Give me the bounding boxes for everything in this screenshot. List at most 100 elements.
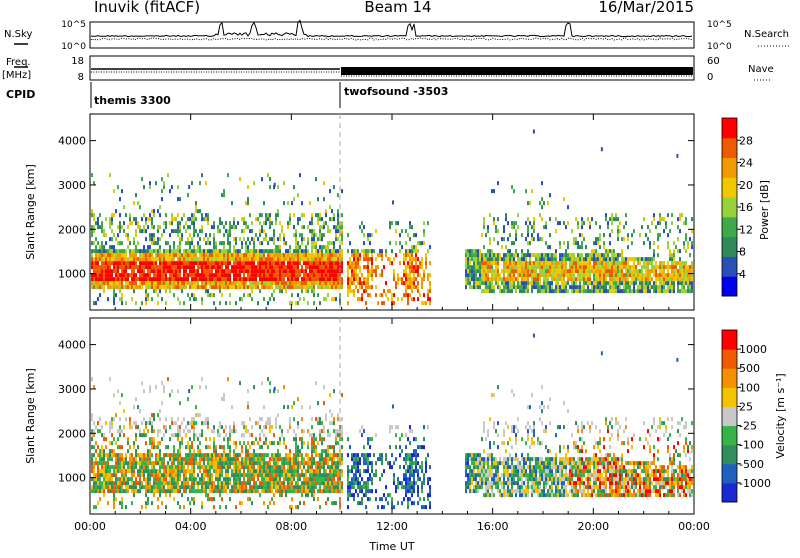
velocity-cell [197, 437, 199, 441]
velocity-cell [145, 493, 147, 497]
velocity-cell [279, 493, 281, 497]
power-cell [177, 225, 179, 229]
velocity-cell [127, 437, 129, 441]
power-cell [579, 281, 581, 285]
power-cell [239, 285, 241, 289]
power-cell [597, 289, 599, 293]
velocity-cell [159, 449, 161, 453]
power-cell [131, 281, 133, 285]
power-cell [95, 269, 97, 273]
velocity-cell [183, 417, 185, 421]
power-cell [653, 285, 655, 289]
power-cell [273, 289, 275, 293]
velocity-cell [95, 473, 97, 477]
velocity-cell [105, 473, 107, 477]
power-cell [279, 257, 281, 261]
power-cell [187, 253, 189, 257]
power-cell [319, 225, 321, 229]
velocity-cell [295, 457, 297, 461]
power-cell [523, 253, 525, 257]
power-cell [311, 233, 313, 237]
power-cell [367, 277, 369, 281]
cpid-label: CPID [6, 88, 35, 101]
power-cell [387, 297, 389, 301]
power-cell [115, 253, 117, 257]
power-cell [601, 147, 603, 151]
power-cell [381, 249, 383, 253]
power-cell [285, 253, 287, 257]
power-cell [689, 277, 691, 281]
power-cell [209, 277, 211, 281]
power-cell [673, 261, 675, 265]
power-cell [581, 221, 583, 225]
power-cell [335, 233, 337, 237]
power-cell [575, 237, 577, 241]
velocity-cell [223, 445, 225, 449]
power-cell [521, 233, 523, 237]
power-cell [101, 225, 103, 229]
power-cell [375, 257, 377, 261]
velocity-cell [147, 457, 149, 461]
velocity-cell [289, 473, 291, 477]
power-cell [213, 237, 215, 241]
power-cell [423, 229, 425, 233]
velocity-cell [257, 441, 259, 445]
power-cell [295, 281, 297, 285]
power-cell [133, 285, 135, 289]
power-cell [191, 249, 193, 253]
velocity-cell [93, 469, 95, 473]
power-cell [93, 301, 95, 305]
power-cell [635, 277, 637, 281]
velocity-cell [103, 493, 105, 497]
power-cell [259, 229, 261, 233]
velocity-cell [265, 425, 267, 429]
power-cell [529, 241, 531, 245]
power-cell [99, 213, 101, 217]
power-cell [223, 249, 225, 253]
velocity-cell [247, 405, 249, 409]
power-cell [189, 233, 191, 237]
power-cell [145, 265, 147, 269]
power-cell [577, 245, 579, 249]
power-cell [263, 261, 265, 265]
velocity-cell [251, 441, 253, 445]
power-cell [269, 297, 271, 301]
velocity-cell [279, 453, 281, 457]
power-cell [415, 269, 417, 273]
power-cell [513, 253, 515, 257]
power-cell [683, 241, 685, 245]
velocity-cell [91, 429, 93, 433]
power-cell [673, 281, 675, 285]
power-cell [221, 269, 223, 273]
power-cell [329, 285, 331, 289]
velocity-cell [169, 485, 171, 489]
velocity-cell [211, 481, 213, 485]
power-cell [181, 261, 183, 265]
power-cell [627, 257, 629, 261]
power-cell [163, 277, 165, 281]
velocity-cell [249, 433, 251, 437]
power-cell [571, 281, 573, 285]
power-cell [493, 277, 495, 281]
power-cell [569, 273, 571, 277]
power-cell [531, 261, 533, 265]
power-cell [669, 229, 671, 233]
velocity-cell [147, 421, 149, 425]
power-cell [597, 273, 599, 277]
velocity-cell [253, 461, 255, 465]
power-cell [197, 257, 199, 261]
power-cell [481, 257, 483, 261]
power-cell [143, 273, 145, 277]
power-cell [95, 261, 97, 265]
power-cell [655, 269, 657, 273]
power-cell [177, 253, 179, 257]
velocity-cell [247, 441, 249, 445]
velocity-cell [221, 445, 223, 449]
power-cell [341, 249, 343, 253]
velocity-cell [217, 473, 219, 477]
power-cell [605, 269, 607, 273]
power-cell [491, 189, 493, 193]
power-cell [487, 257, 489, 261]
power-cell [643, 277, 645, 281]
power-cell [561, 273, 563, 277]
